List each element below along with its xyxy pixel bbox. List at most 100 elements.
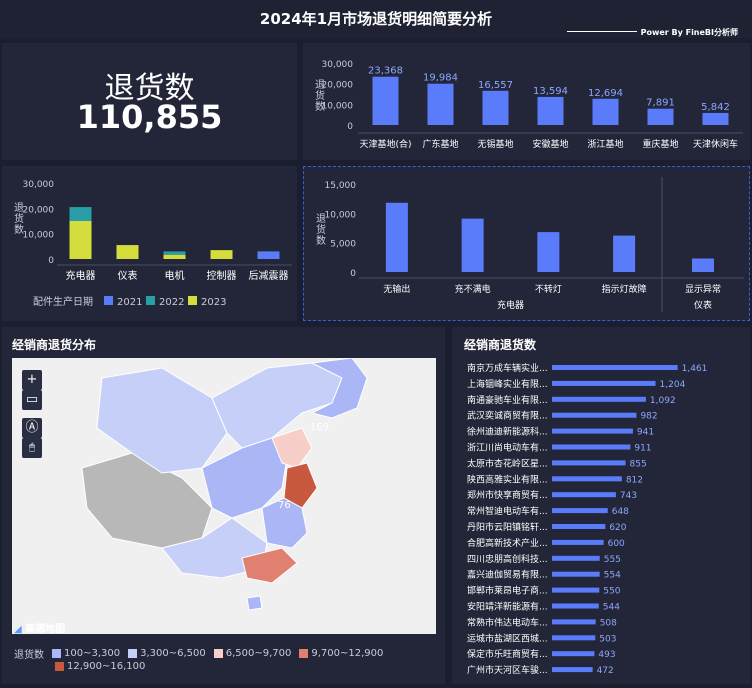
y-tick-label: 5,000	[330, 240, 356, 250]
bar	[552, 476, 622, 482]
y-tick-label: 10,000	[325, 210, 357, 220]
bar	[427, 83, 454, 125]
bar	[552, 603, 599, 609]
y-category-label: 安阳靖洋新能源有...	[467, 601, 548, 613]
data-label: 554	[604, 571, 621, 581]
bar-segment	[257, 251, 280, 259]
page-title: 2024年1月市场退货明细简要分析	[259, 10, 493, 28]
bar	[552, 539, 604, 545]
y-category-label: 常州智迪电动车有...	[467, 505, 548, 517]
bar	[552, 524, 606, 529]
data-label: 5,842	[701, 102, 730, 113]
x-tick-label: 仪表	[118, 269, 138, 282]
data-label: 982	[640, 412, 657, 422]
y-category-label: 四川忠朋高创科技...	[467, 553, 548, 565]
map-region-center	[201, 437, 288, 519]
y-axis-label-char: 货	[315, 89, 325, 102]
x-tick-label: 天津基地(合)	[359, 138, 411, 150]
y-category-label: 保定市乐旺商贸有...	[467, 648, 548, 660]
area-select-button[interactable]: Ⓐ	[22, 418, 42, 438]
y-category-label: 合肥高新技术产业...	[467, 537, 548, 549]
zoom-out-button[interactable]: ▭	[22, 390, 42, 410]
fault-chart-panel[interactable]: 15,000 10,000 5,000 0 退货数无输出 充不满电 不转灯 指示灯故障 充电器 显…	[303, 166, 750, 321]
legend-label-3: 9,700~12,900	[311, 648, 384, 659]
x-tick-label: 控制器	[207, 269, 237, 282]
legend-label-0: 100~3,300	[64, 648, 121, 659]
data-label: 743	[620, 491, 637, 501]
mouse-mode-button[interactable]: 🖱	[22, 438, 42, 458]
group-label: 仪表	[694, 299, 712, 311]
y-tick-label: 0	[350, 269, 356, 279]
china-map: 169 76	[81, 357, 368, 611]
y-category-label: 常熟市伟达电动车...	[467, 616, 548, 628]
kpi-label: 退货数	[104, 71, 195, 106]
x-tick-label: 天津休闲车	[693, 138, 738, 150]
map-region-hainan	[246, 595, 263, 611]
data-label: 508	[600, 618, 617, 628]
y-axis-label-char: 货	[14, 212, 24, 225]
data-label: 812	[626, 475, 643, 485]
y-tick-label: 20,000	[322, 81, 354, 91]
bar	[552, 365, 678, 370]
legend-label: 2021	[117, 297, 142, 308]
y-category-label: 邯郸市莱昂电子商...	[467, 585, 548, 597]
x-tick-label: 重庆基地	[642, 138, 678, 150]
data-label: 1,092	[650, 396, 676, 406]
x-tick-label: 不转灯	[535, 283, 562, 295]
bar	[592, 98, 619, 125]
x-tick-label: 无输出	[383, 283, 410, 295]
y-category-label: 浙江川尚电动车有...	[467, 442, 548, 454]
map-attribution: ◢ 高德地图	[14, 620, 65, 635]
bar	[692, 258, 714, 272]
y-tick-label: 15,000	[325, 181, 357, 191]
powered-by-label: Power By FineBI分析师	[640, 28, 738, 37]
x-tick-label: 安徽基地	[532, 138, 568, 150]
zoom-in-button[interactable]: +	[22, 370, 42, 390]
bar-segment	[163, 254, 186, 259]
bar	[552, 508, 608, 514]
dealer-chart-title: 经销商退货数	[464, 338, 537, 352]
legend-swatch	[146, 296, 155, 305]
data-label: 600	[608, 539, 625, 549]
bar	[537, 232, 560, 272]
data-label: 472	[597, 666, 614, 676]
y-axis-label-char: 数	[316, 234, 326, 247]
bar	[552, 412, 637, 418]
data-label: 12,694	[588, 88, 623, 99]
x-tick-label: 显示异常	[685, 283, 721, 295]
map-region-northeast	[310, 357, 368, 419]
bar	[537, 96, 564, 125]
base-chart-panel: 30,000 20,000 10,000 0 退货数 23,368 天津基地(合) 19,98…	[303, 43, 750, 160]
base-bar-chart: 30,000 20,000 10,000 0 退货数 23,368 天津基地(合) 19,98…	[315, 60, 743, 150]
y-category-label: 上海铟峰实业有限...	[467, 378, 548, 390]
map-label-76: 76	[278, 500, 291, 511]
y-category-label: 运城市盐湖区西城...	[467, 632, 548, 644]
y-category-label: 武汉奕诚商贸有限...	[467, 410, 548, 422]
y-axis-label: 退	[14, 202, 24, 214]
x-tick-label: 充不满电	[455, 283, 491, 295]
y-axis-label: 退	[315, 79, 325, 91]
x-tick-label: 广东基地	[422, 138, 458, 150]
bar	[552, 396, 646, 402]
kpi-panel: 退货数 110,855	[2, 43, 297, 160]
data-label: 544	[603, 603, 620, 613]
map-legend-row-1: 退货数 100~3,300 3,300~6,500 6,500~9,700 9,…	[14, 646, 383, 661]
bar-segment	[69, 221, 92, 259]
legend-swatch-2	[213, 649, 223, 658]
map-attribution-text: 高德地图	[25, 624, 66, 635]
bar	[461, 218, 484, 272]
bar-segment	[116, 245, 139, 259]
legend-swatch	[188, 296, 197, 305]
legend-label-2: 6,500~9,700	[225, 648, 292, 659]
y-tick-label: 10,000	[322, 101, 354, 111]
y-category-label: 郑州市快享商贸有...	[467, 489, 548, 501]
bar	[385, 202, 408, 272]
amap-logo-icon: ◢	[14, 624, 22, 635]
map-canvas[interactable]: 169 76	[12, 357, 436, 634]
x-tick-label: 指示灯故障	[602, 283, 647, 295]
data-label: 648	[612, 507, 629, 517]
data-label: 855	[630, 459, 647, 469]
data-label: 7,891	[646, 98, 675, 109]
legend-swatch-3	[299, 649, 309, 658]
